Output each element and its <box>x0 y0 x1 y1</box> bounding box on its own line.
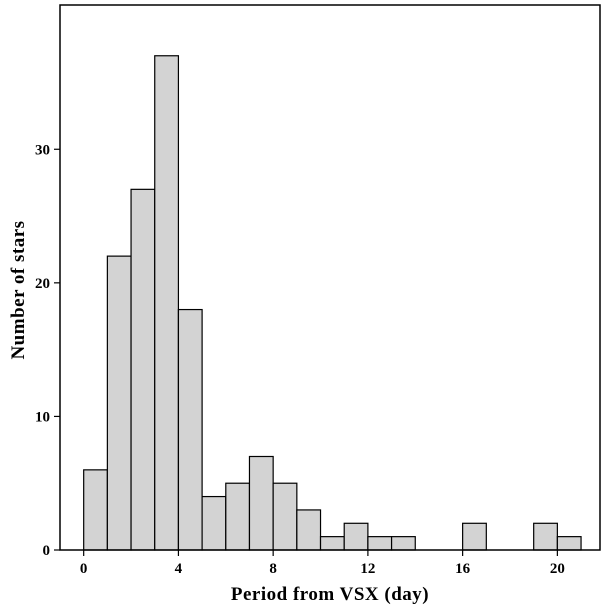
y-tick-label: 10 <box>35 409 50 425</box>
x-tick-label: 4 <box>175 561 183 577</box>
histogram-bar-6 <box>225 482 251 551</box>
histogram-bar-0 <box>83 469 108 551</box>
histogram-bar-5 <box>201 495 227 551</box>
histogram-bar-2 <box>130 188 156 551</box>
histogram-bar-7 <box>248 455 274 551</box>
x-tick-label: 0 <box>80 561 88 577</box>
x-tick-label: 20 <box>550 561 565 577</box>
x-axis-title: Period from VSX (day) <box>231 584 429 605</box>
histogram-bar-3 <box>154 55 180 551</box>
x-tick-label: 16 <box>455 561 471 577</box>
y-tick-label: 0 <box>43 543 51 559</box>
histogram-bar-12 <box>367 536 393 551</box>
x-tick-label: 8 <box>269 561 277 577</box>
y-axis-ticks: 0 10 20 30 <box>35 142 60 559</box>
plot-frame <box>59 4 601 551</box>
y-tick-label: 20 <box>35 276 50 292</box>
histogram-bar-1 <box>106 255 132 551</box>
histogram-bar-10 <box>319 536 345 551</box>
histogram-bar-14 <box>462 522 487 551</box>
histogram-bar-16 <box>556 536 582 551</box>
histogram-bar-15 <box>533 522 558 551</box>
histogram-bar-9 <box>296 509 322 551</box>
histogram-bar-11 <box>343 522 369 551</box>
histogram-bar-13 <box>390 536 416 551</box>
x-axis-ticks: 0 4 8 12 16 20 <box>80 550 565 577</box>
y-axis-title: Number of stars <box>8 220 29 359</box>
histogram-bar-4 <box>177 308 203 551</box>
histogram-bar-8 <box>272 482 298 551</box>
y-tick-label: 30 <box>35 142 50 158</box>
x-tick-label: 12 <box>360 561 375 577</box>
bars-group <box>83 55 582 551</box>
